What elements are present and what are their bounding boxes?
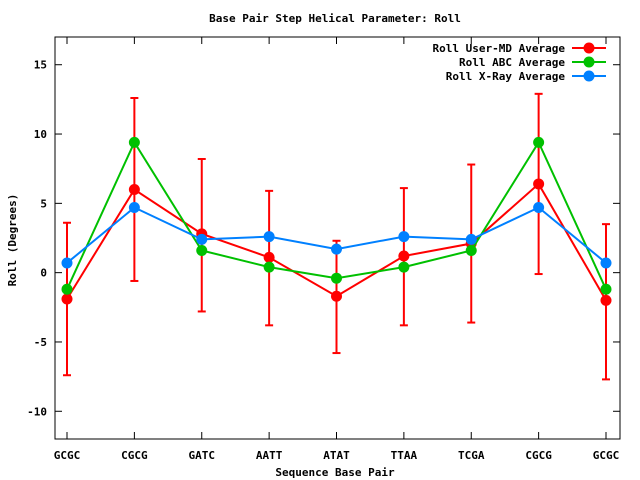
data-point: [600, 283, 612, 295]
legend-label: Roll X-Ray Average: [446, 70, 566, 83]
x-tick-label: AATT: [256, 449, 283, 462]
data-point: [533, 136, 545, 148]
series-2: [61, 136, 612, 295]
y-tick-label: 10: [34, 128, 47, 141]
data-point: [128, 183, 140, 195]
y-axis-label: Roll (Degrees): [6, 194, 19, 287]
x-tick-label: GATC: [189, 449, 216, 462]
plot-area-frame: [54, 36, 621, 440]
x-tick-label: CGCG: [121, 449, 148, 462]
data-point: [331, 272, 342, 284]
legend-marker: [583, 56, 595, 68]
series-layer: [61, 92, 612, 381]
data-point: [196, 233, 208, 245]
x-tick-label: CGCG: [525, 449, 552, 462]
chart-title: Base Pair Step Helical Parameter: Roll: [209, 12, 461, 25]
y-tick-label: 5: [40, 197, 47, 210]
data-point: [600, 257, 612, 269]
legend-label: Roll User-MD Average: [433, 42, 566, 55]
series-3: [61, 202, 612, 269]
data-point: [331, 290, 342, 302]
data-point: [533, 178, 545, 190]
y-tick-label: -5: [34, 336, 47, 349]
data-point: [263, 231, 275, 243]
data-point: [128, 136, 140, 148]
data-point: [465, 244, 477, 256]
x-axis-label: Sequence Base Pair: [275, 466, 395, 479]
y-tick-label: 15: [34, 59, 47, 72]
x-tick-label: GCGC: [54, 449, 81, 462]
x-tick-label: TTAA: [391, 449, 418, 462]
legend-marker: [583, 42, 595, 54]
data-point: [465, 233, 477, 245]
data-point: [61, 283, 73, 295]
data-point: [196, 244, 208, 256]
data-point: [398, 231, 410, 243]
x-tick-label: ATAT: [323, 449, 350, 462]
data-point: [263, 251, 275, 263]
data-point: [128, 202, 140, 214]
data-point: [61, 293, 73, 305]
data-point: [600, 294, 612, 306]
data-point: [398, 250, 410, 262]
data-point: [331, 243, 342, 255]
y-tick-label: 0: [40, 267, 47, 280]
data-point: [398, 261, 410, 273]
x-tick-label: GCGC: [593, 449, 620, 462]
x-tick-label: TCGA: [458, 449, 485, 462]
series-1: [61, 92, 612, 381]
y-tick-label: -10: [27, 405, 47, 418]
data-point: [263, 261, 275, 273]
axes-ticks-group: -10 -5 0 5 10 15 GCGC CGCG GATC AATT ATAT TTAA TCGA C…: [27, 37, 620, 462]
data-point: [533, 202, 545, 214]
legend-label: Roll ABC Average: [459, 56, 565, 69]
data-point: [61, 257, 73, 269]
legend-marker: [583, 70, 595, 82]
